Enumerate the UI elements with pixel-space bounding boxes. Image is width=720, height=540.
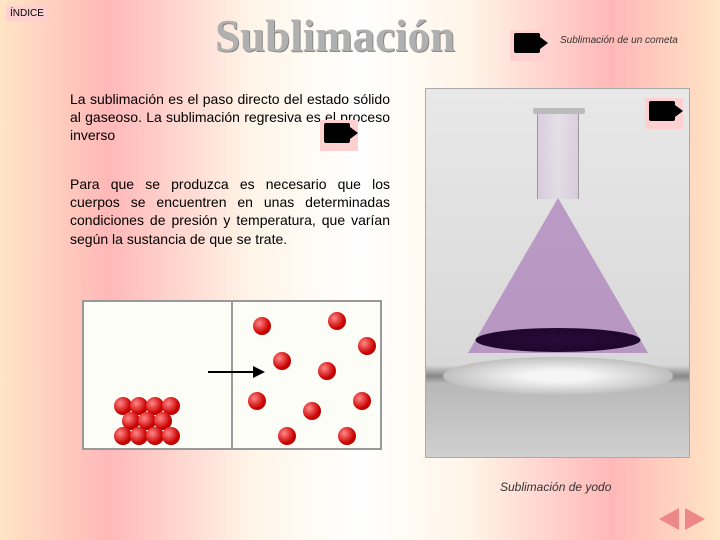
- particle: [318, 362, 336, 380]
- particle: [358, 337, 376, 355]
- particle: [248, 392, 266, 410]
- particle: [353, 392, 371, 410]
- particle: [278, 427, 296, 445]
- plate: [443, 357, 673, 395]
- prev-button[interactable]: [659, 508, 679, 530]
- video-icon: [514, 33, 540, 53]
- yodo-label: Sublimación de yodo: [500, 480, 611, 494]
- cometa-label: Sublimación de un cometa: [560, 35, 678, 46]
- flask-image: [425, 88, 690, 458]
- particle: [338, 427, 356, 445]
- particle: [303, 402, 321, 420]
- diagram-solid-state: [83, 301, 232, 449]
- sublimation-diagram: [82, 300, 382, 450]
- particle: [328, 312, 346, 330]
- flask-shape: [468, 114, 648, 354]
- video-inline-button[interactable]: [320, 120, 358, 151]
- particle: [253, 317, 271, 335]
- video-flask-button[interactable]: [645, 98, 683, 129]
- indice-button[interactable]: ÍNDICE: [6, 6, 48, 21]
- video-icon: [649, 101, 675, 121]
- page-title: Sublimación: [215, 10, 455, 62]
- video-cometa-button[interactable]: [510, 30, 548, 61]
- nav-arrows: [659, 508, 705, 530]
- paragraph-2: Para que se produzca es necesario que lo…: [70, 175, 390, 248]
- arrow-icon: [208, 371, 263, 373]
- video-icon: [324, 123, 350, 143]
- particle: [162, 427, 180, 445]
- particle: [273, 352, 291, 370]
- next-button[interactable]: [685, 508, 705, 530]
